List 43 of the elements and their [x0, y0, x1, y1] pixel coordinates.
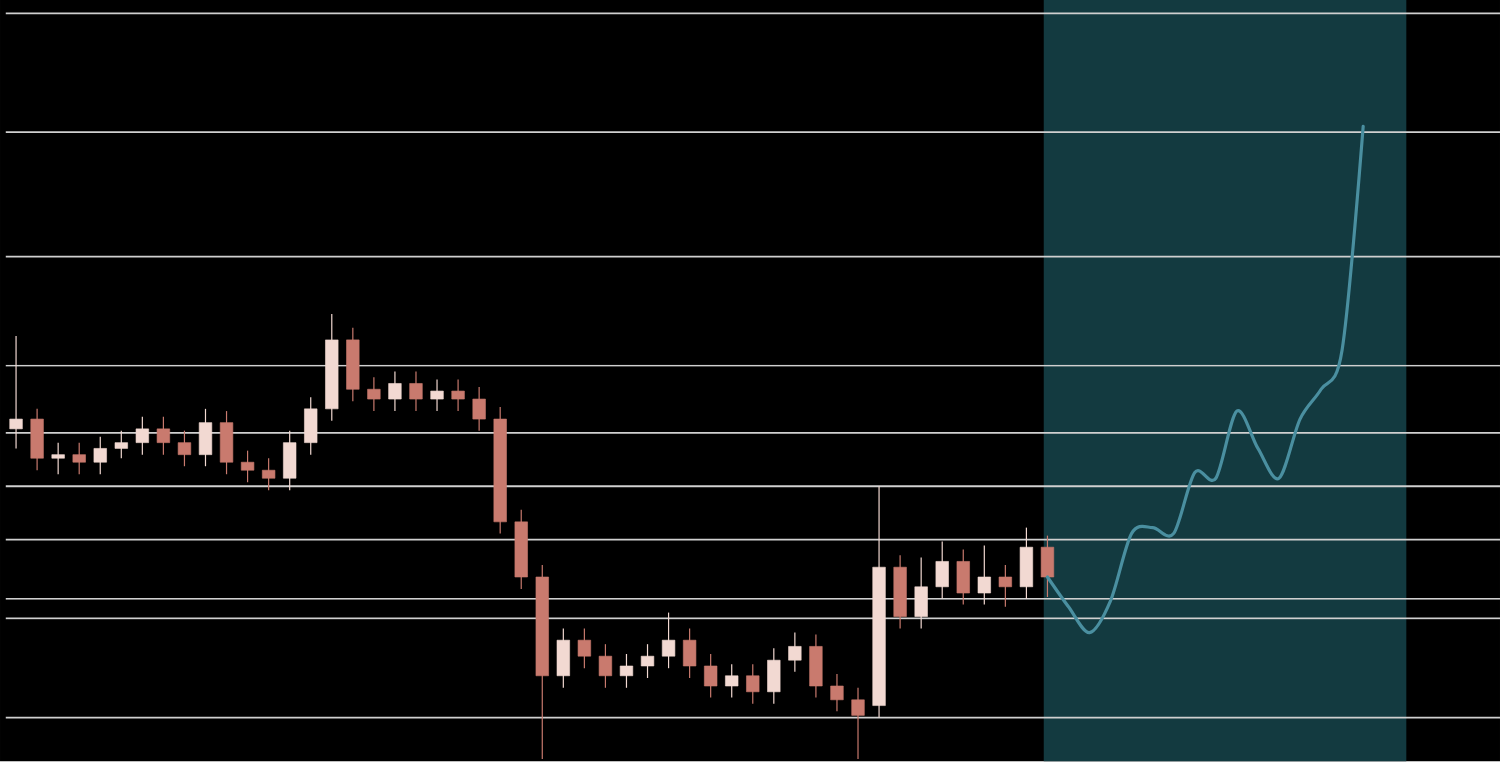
candlestick — [598, 643, 613, 689]
candlestick — [956, 549, 970, 606]
candlestick — [1019, 527, 1034, 600]
candlestick — [430, 379, 444, 413]
candlestick — [556, 628, 570, 689]
candlestick — [809, 634, 823, 699]
candlestick — [177, 430, 192, 468]
candlestick — [262, 458, 276, 492]
candlestick — [935, 541, 949, 600]
candlestick — [998, 564, 1012, 608]
candlestick — [198, 408, 213, 468]
candlestick — [661, 612, 676, 670]
candlestick — [51, 442, 65, 476]
candlestick — [135, 416, 149, 456]
candlestick — [9, 335, 23, 450]
candlestick — [914, 557, 928, 630]
candlestick — [472, 386, 486, 432]
candlestick — [640, 643, 655, 679]
candlestick — [283, 430, 297, 492]
candlestick — [788, 632, 802, 673]
candlestick — [304, 397, 318, 456]
candlestick — [367, 377, 381, 413]
candlestick — [93, 436, 107, 476]
candlestick — [409, 371, 423, 413]
candlestick — [388, 371, 402, 413]
candlestick — [704, 653, 718, 699]
candlestick — [114, 430, 128, 460]
candlestick — [1040, 535, 1055, 599]
candlestick — [746, 664, 760, 705]
candlestick — [451, 379, 465, 413]
candlestick — [577, 628, 591, 670]
candlestick — [767, 647, 781, 705]
candlestick — [240, 450, 255, 484]
candlestick — [851, 687, 865, 760]
candlestick — [725, 664, 739, 699]
candlestick — [830, 673, 844, 713]
candlestick — [30, 408, 44, 472]
candlestick — [156, 416, 171, 456]
candlestick — [72, 442, 86, 476]
candlestick — [619, 653, 634, 689]
candlestick — [683, 628, 697, 679]
candlestick — [977, 545, 991, 606]
candlestick — [219, 410, 234, 476]
